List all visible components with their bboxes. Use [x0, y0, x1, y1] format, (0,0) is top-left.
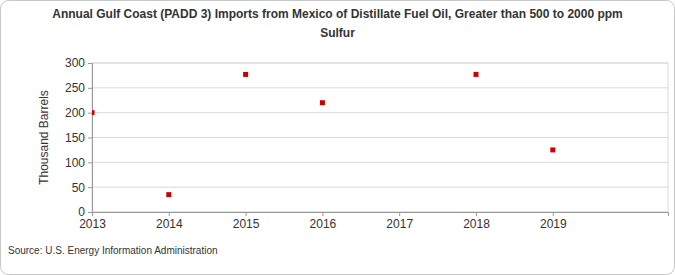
tick: 2013 [79, 212, 106, 231]
tick-label: 200 [65, 106, 85, 120]
point [474, 72, 479, 77]
marks [92, 72, 555, 197]
title: Annual Gulf Coast (PADD 3) Imports from … [52, 7, 623, 40]
plot-frame [92, 63, 668, 212]
tick: 2018 [463, 212, 490, 231]
grid-line [92, 162, 668, 163]
y-axis-title: Thousand Barrels [37, 90, 51, 185]
tick: 200 [65, 106, 92, 120]
tick-label: 2014 [156, 217, 183, 231]
tick: 150 [65, 131, 92, 145]
tick: 100 [65, 156, 92, 170]
tick-mark [476, 212, 477, 216]
tick-mark [88, 138, 92, 139]
axis-line [93, 213, 669, 217]
grid-line [92, 112, 668, 113]
tick: 2014 [156, 212, 183, 231]
tick-mark [88, 88, 92, 89]
chart-border [1, 1, 675, 275]
tick-label: 2013 [79, 217, 106, 231]
tick-label: 2017 [386, 217, 413, 231]
tick-label: 150 [65, 131, 85, 145]
point [166, 192, 171, 197]
y-axis: 050100150200250300 [65, 56, 93, 219]
tick: 2017 [386, 212, 413, 231]
tick-label: 2019 [540, 217, 567, 231]
tick-label: 2016 [310, 217, 337, 231]
tick: 2015 [233, 212, 260, 231]
tick-label: 50 [72, 181, 86, 195]
title-line: Sulfur [320, 26, 355, 40]
tick-mark [92, 212, 93, 216]
point [243, 72, 248, 77]
axis-line [88, 64, 93, 213]
tick: 2016 [310, 212, 337, 231]
tick-mark [399, 212, 400, 216]
tick: 250 [65, 81, 92, 95]
tick: 300 [65, 56, 92, 70]
tick-mark [553, 212, 554, 216]
tick-mark [169, 212, 170, 216]
point [320, 100, 325, 105]
source-note: Source: U.S. Energy Information Administ… [8, 245, 218, 256]
tick-label: 300 [65, 56, 85, 70]
tick-mark [246, 212, 247, 216]
point [550, 147, 555, 152]
tick-label: 2018 [463, 217, 490, 231]
grid-line [92, 137, 668, 138]
tick: 2019 [540, 212, 567, 231]
tick-label: 250 [65, 81, 85, 95]
tick-mark [88, 162, 92, 163]
tick-mark [88, 187, 92, 188]
point [92, 110, 95, 115]
tick-label: 2015 [233, 217, 260, 231]
tick-mark [322, 212, 323, 216]
title-line: Annual Gulf Coast (PADD 3) Imports from … [52, 7, 623, 21]
tick-label: 100 [65, 156, 85, 170]
tick: 50 [72, 181, 92, 195]
grid-line [92, 187, 668, 188]
grid-line [92, 87, 668, 88]
x-axis: 2013 2014 2015 2016 2017 2018 2019 [79, 212, 668, 231]
tick-mark [88, 212, 92, 213]
tick-mark [88, 63, 92, 64]
tick-mark [88, 113, 92, 114]
